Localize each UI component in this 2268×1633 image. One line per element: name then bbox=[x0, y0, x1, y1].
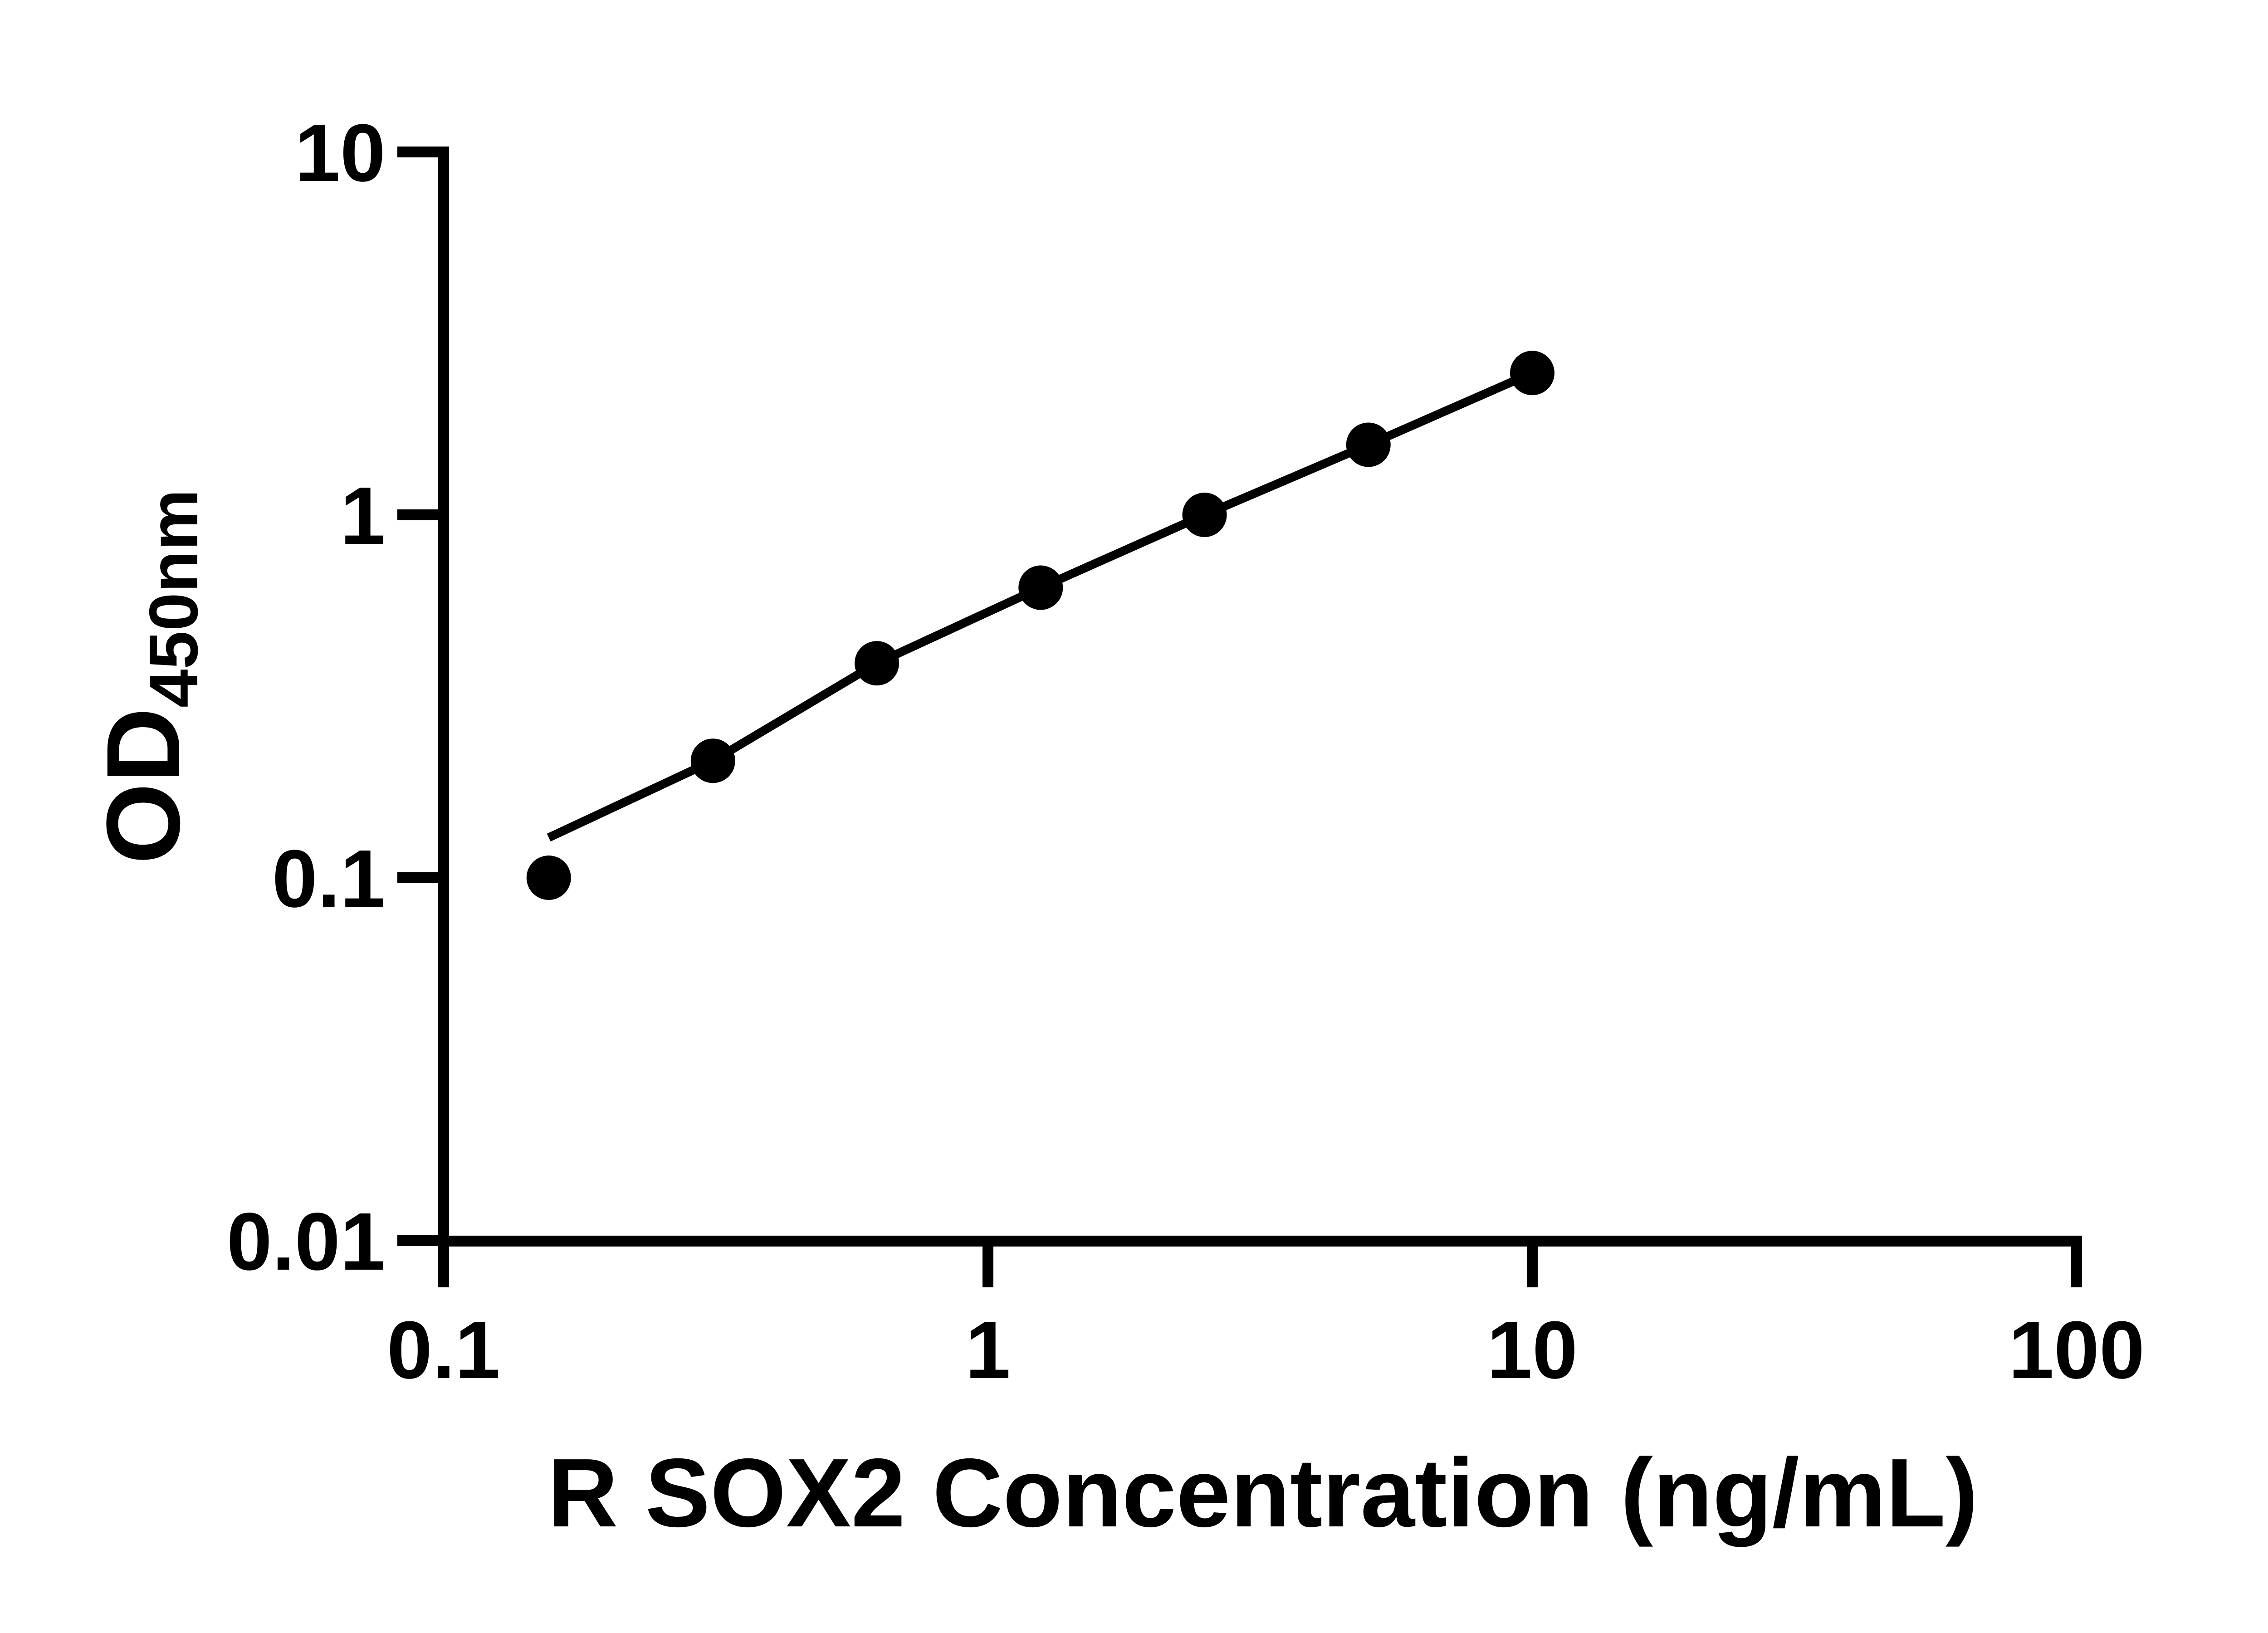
y-tick-label: 10 bbox=[295, 108, 386, 199]
data-point bbox=[1346, 422, 1391, 467]
y-axis-title-main: OD bbox=[85, 708, 201, 864]
y-tick-label: 0.01 bbox=[227, 1196, 386, 1287]
data-point bbox=[1018, 565, 1063, 610]
y-tick-label: 1 bbox=[340, 470, 386, 562]
x-tick-label: 1 bbox=[965, 1305, 1011, 1396]
data-point bbox=[1510, 351, 1554, 396]
data-point bbox=[1182, 493, 1227, 537]
y-axis-title: OD450nm bbox=[85, 489, 212, 864]
y-tick-label: 0.1 bbox=[272, 833, 386, 924]
x-tick-label: 100 bbox=[2009, 1305, 2145, 1396]
data-point bbox=[526, 856, 571, 900]
data-point bbox=[690, 738, 735, 783]
y-axis-title-subscript: 450nm bbox=[135, 489, 212, 708]
axes-line bbox=[438, 147, 2082, 1247]
data-point bbox=[855, 641, 899, 686]
x-tick-label: 10 bbox=[1487, 1305, 1578, 1396]
x-axis-title: R SOX2 Concentration (ng/mL) bbox=[547, 1438, 1978, 1547]
x-tick-label: 0.1 bbox=[387, 1305, 500, 1396]
